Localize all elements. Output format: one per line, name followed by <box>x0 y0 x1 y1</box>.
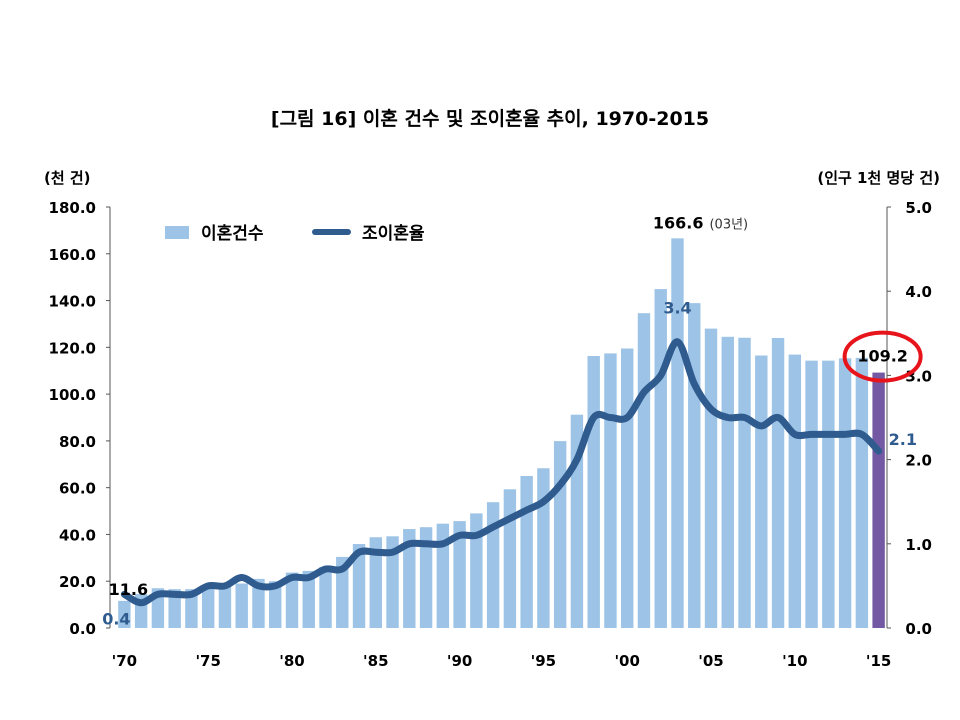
first-bar-label: 11.6 <box>109 580 148 599</box>
highlight-circle <box>842 330 923 383</box>
bar-2002 <box>654 289 667 628</box>
last-rate-label: 2.1 <box>889 430 917 449</box>
legend-line-label: 조이혼율 <box>362 223 425 244</box>
peak-bar-label: 166.6 <box>653 213 704 232</box>
left-tick-label: 40.0 <box>59 526 96 544</box>
bar-1986 <box>386 536 399 628</box>
bar-1998 <box>587 355 600 628</box>
bar-2005 <box>704 328 718 628</box>
bar-1980 <box>285 572 299 628</box>
bar-1976 <box>218 584 232 628</box>
peak-bar-note: (03년) <box>709 217 748 232</box>
bar-2003 <box>671 238 684 628</box>
peak-rate-label: 3.4 <box>663 299 691 318</box>
bar-2014 <box>855 357 869 628</box>
x-tick-label: '95 <box>531 652 556 670</box>
right-axis-unit: (인구 1천 명당 건) <box>817 169 940 187</box>
bar-1990 <box>453 521 466 628</box>
legend: 이혼건수 조이혼율 <box>165 223 425 244</box>
bar-1985 <box>369 537 382 628</box>
right-tick-label: 5.0 <box>905 199 932 217</box>
bar-1983 <box>336 556 349 628</box>
x-tick-label: '70 <box>112 652 137 670</box>
right-tick-label: 0.0 <box>905 620 932 638</box>
bar-1977 <box>235 583 248 628</box>
left-tick-label: 100.0 <box>49 386 96 404</box>
x-tick-label: '75 <box>195 652 220 670</box>
x-tick-label: '15 <box>866 652 891 670</box>
left-tick-label: 140.0 <box>49 293 96 311</box>
bar-1999 <box>604 353 617 628</box>
chart-title: [그림 16] 이혼 건수 및 조이혼율 추이, 1970-2015 <box>271 107 709 130</box>
right-tick-label: 4.0 <box>905 283 932 301</box>
bar-2013 <box>838 358 852 628</box>
annotations: 11.6 0.4 166.6 (03년) 3.4 109.2 2.1 <box>102 213 923 628</box>
left-y-ticks: 0.0 20.0 40.0 60.0 80.0 100.0 120.0 140.0 160.0 1… <box>49 199 110 638</box>
bar-1975 <box>201 588 215 628</box>
bar-2012 <box>822 360 835 628</box>
right-tick-label: 3.0 <box>905 367 932 385</box>
bar-2001 <box>637 313 651 628</box>
bar-1974 <box>185 589 198 628</box>
legend-bar-swatch <box>165 226 189 239</box>
bar-1996 <box>553 441 567 628</box>
x-tick-label: '10 <box>782 652 807 670</box>
bar-1987 <box>403 529 416 628</box>
bar-1992 <box>486 502 500 628</box>
left-tick-label: 160.0 <box>49 246 96 264</box>
bar-1994 <box>520 475 533 628</box>
left-axis-unit: (천 건) <box>44 169 91 187</box>
right-tick-label: 1.0 <box>905 536 932 554</box>
left-tick-label: 120.0 <box>49 339 96 357</box>
bar-1995 <box>537 468 550 628</box>
bar-1973 <box>168 589 181 628</box>
bar-1981 <box>302 570 315 628</box>
bar-1991 <box>470 513 483 628</box>
bar-2015 <box>872 372 885 628</box>
first-rate-label: 0.4 <box>102 609 130 628</box>
left-tick-label: 60.0 <box>59 480 96 498</box>
left-tick-label: 20.0 <box>59 573 96 591</box>
legend-bar-label: 이혼건수 <box>201 223 264 244</box>
x-tick-label: '85 <box>363 652 388 670</box>
bar-1989 <box>436 523 450 628</box>
x-tick-label: '90 <box>447 652 472 670</box>
bar-2009 <box>771 337 785 628</box>
bar-1988 <box>419 527 433 628</box>
bar-2006 <box>721 336 734 628</box>
bar-2008 <box>755 355 768 628</box>
last-bar-label: 109.2 <box>857 347 908 366</box>
x-axis-ticks: '70 '75 '80 '85 '90 '95 '00 '05 '10 '15 <box>112 652 892 670</box>
left-tick-label: 0.0 <box>69 620 96 638</box>
left-tick-label: 80.0 <box>59 433 96 451</box>
rate-line-series <box>120 338 883 607</box>
x-tick-label: '05 <box>698 652 723 670</box>
bar-2011 <box>805 360 818 628</box>
bar-1970 <box>118 600 131 628</box>
bar-2004 <box>688 303 701 628</box>
bar-2010 <box>788 354 802 628</box>
left-tick-label: 180.0 <box>49 199 96 217</box>
bar-1984 <box>352 544 366 628</box>
bar-series <box>118 238 885 628</box>
bar-1993 <box>503 489 517 628</box>
bar-1979 <box>269 581 282 628</box>
bar-1982 <box>319 566 332 628</box>
bar-2000 <box>621 348 634 628</box>
rate-line <box>120 338 883 607</box>
right-y-ticks: 0.0 1.0 2.0 3.0 4.0 5.0 <box>887 199 932 638</box>
right-tick-label: 2.0 <box>905 452 932 470</box>
bar-2007 <box>738 337 751 628</box>
x-tick-label: '80 <box>279 652 304 670</box>
bar-1978 <box>252 578 265 628</box>
x-tick-label: '00 <box>614 652 639 670</box>
